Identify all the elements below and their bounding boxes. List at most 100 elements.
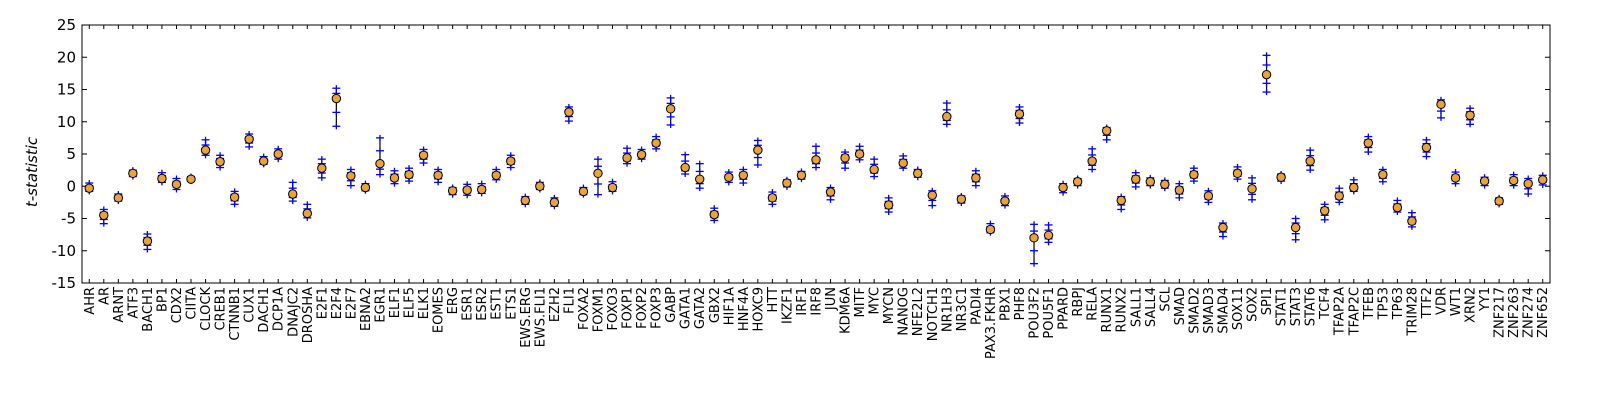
mean-point [796,170,807,180]
x-tick-label: RELA [1086,287,1101,321]
mean-point [753,145,763,155]
x-tick-label: PPARD [1057,287,1072,330]
mean-point [898,158,908,168]
x-tick-label: DACH1 [257,287,272,333]
mean-point [1072,177,1083,187]
mean-point [782,178,792,188]
x-tick-label: NR1H3 [940,287,955,332]
mean-point [1145,177,1155,187]
x-tick-label: FOXM1 [591,287,606,332]
x-tick-label: AHR [83,287,98,315]
mean-point [709,209,719,220]
mean-point [506,156,516,166]
mean-point [636,149,647,160]
x-tick-label: JUN [824,287,839,311]
mean-point [302,208,312,219]
y-tick-label: -15 [52,274,77,292]
mean-point [1349,182,1359,193]
x-tick-label: NFE2L2 [911,287,926,336]
x-axis: AHR AR ARNT ATF3 BACH1 BP1 CDX2 CIITA CLOCK CREB1… [83,25,1551,359]
y-tick-label: 15 [57,81,76,99]
mean-point [99,210,109,220]
x-tick-label: SMAD2 [1187,287,1202,334]
x-tick-label: YY1 [1478,287,1493,312]
x-tick-label: TFAP2A [1333,287,1348,336]
mean-point [1276,172,1286,182]
x-tick-label: FOXA2 [577,287,592,330]
x-tick-label: GATA2 [693,287,708,329]
y-tick-label: 20 [57,48,76,66]
x-tick-label: E2F1 [315,287,330,319]
mean-point [942,111,952,122]
x-tick-label: ERG [446,287,461,314]
x-tick-label: CTNNB1 [228,287,243,341]
x-tick-label: VDR [1434,287,1449,315]
x-tick-label: EST1 [490,287,505,320]
x-tick-label: E2F4 [330,287,345,319]
mean-point [1058,182,1068,193]
mean-point [1101,126,1112,136]
x-tick-label: GBX2 [708,287,723,323]
x-tick-label: KDM6A [839,287,854,334]
mean-point [331,93,342,104]
x-tick-label: SMAD [1173,287,1188,325]
y-tick-label: -5 [61,210,76,228]
mean-point [360,182,371,193]
x-tick-label: RUNX1 [1100,287,1115,332]
mean-point [142,236,153,246]
mean-point [680,162,690,173]
x-tick-label: FOXP2 [635,287,650,329]
x-tick-label: WT1 [1449,287,1464,316]
x-tick-label: RUNX2 [1115,287,1130,332]
mean-point [593,168,603,179]
x-tick-label: ELK1 [417,287,432,319]
mean-point [1479,176,1490,186]
mean-point [1029,233,1039,243]
mean-point [1334,191,1344,201]
y-axis-title: t-statistic [23,136,41,207]
x-tick-label: POU3F2 [1028,287,1043,339]
mean-point [913,168,923,179]
x-tick-label: TFAP2C [1347,287,1362,336]
x-tick-label: ZNF652 [1536,287,1551,338]
x-tick-label: EWS.FLI1 [533,287,548,347]
mean-point [433,170,443,180]
x-tick-label: STAT1 [1275,287,1290,326]
x-tick-label: FOXO3 [606,287,621,330]
x-tick-label: SOX2 [1246,287,1261,322]
x-tick-label: EBNA2 [359,287,374,331]
x-tick-label: TRIM28 [1405,287,1420,337]
mean-point [1218,222,1228,233]
mean-point [113,193,124,203]
mean-point [956,194,967,204]
x-tick-label: ESR2 [475,287,490,321]
data-marks [84,52,1548,267]
mean-point [128,168,138,179]
mean-point [1261,69,1272,80]
mean-point [724,172,734,182]
mean-point [1014,109,1025,119]
x-tick-label: HIF1A [722,287,737,325]
y-tick-label: 0 [66,177,76,195]
x-tick-label: GABP [664,287,679,323]
mean-point [186,174,196,184]
x-tick-label: STAT6 [1304,287,1319,326]
x-tick-label: DNAJC2 [286,287,301,337]
mean-point [1494,196,1504,206]
mean-point [1363,138,1374,148]
mean-point [1508,175,1519,186]
x-tick-label: MITF [853,287,868,317]
x-tick-label: EZH2 [548,287,563,322]
mean-point [1465,110,1475,121]
mean-point [317,163,327,173]
x-tick-label: EGR1 [373,287,388,323]
x-tick-label: BACH1 [141,287,156,332]
mean-point [1189,169,1199,180]
x-tick-label: ZNF274 [1522,287,1537,338]
x-tick-label: FOXP3 [650,287,665,329]
mean-point [404,169,414,180]
mean-point [462,185,472,195]
x-tick-label: IRF8 [810,287,825,316]
mean-point [1378,169,1388,180]
